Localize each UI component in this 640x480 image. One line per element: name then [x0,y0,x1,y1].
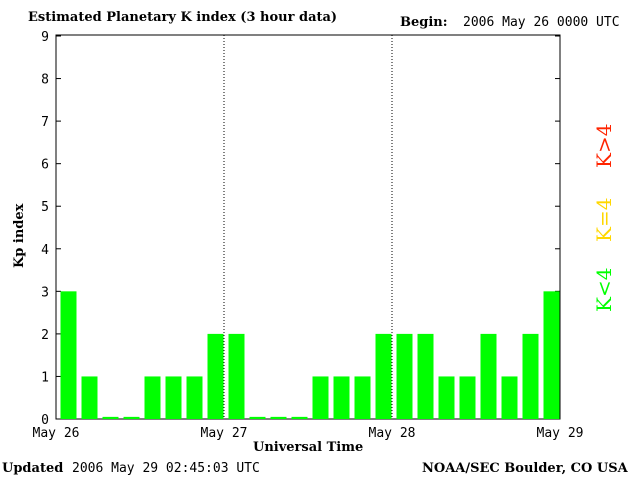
legend-k-above-4: K>4 [592,123,616,168]
y-tick-label: 9 [41,30,49,45]
kp-bar [354,376,371,419]
kp-bar [480,333,497,419]
chart-title: Estimated Planetary K index (3 hour data… [28,10,338,25]
x-tick-label: May 28 [369,426,416,441]
y-tick-label: 7 [41,115,49,130]
y-tick-label: 3 [41,285,49,300]
kp-bar [333,376,350,419]
kp-bar [438,376,455,419]
x-tick-label: May 27 [201,426,248,441]
legend-k-equals-4: K=4 [592,197,616,242]
begin-label: Begin: [400,15,448,30]
y-axis-label: Kp index [12,203,27,268]
updated-value: 2006 May 29 02:45:03 UTC [72,461,260,476]
kp-bar [123,416,140,419]
y-tick-label: 5 [41,200,49,215]
kp-bar [270,416,287,419]
kp-bar [459,376,476,419]
kp-bar [501,376,518,419]
kp-bar [375,333,392,419]
kp-bar [291,416,308,419]
kp-bar [60,291,77,419]
y-tick-label: 4 [41,243,49,258]
y-tick-label: 0 [41,413,49,428]
kp-bar [144,376,161,419]
y-tick-label: 6 [41,158,49,173]
kp-bar [186,376,203,419]
credit-text: NOAA/SEC Boulder, CO USA [422,461,628,476]
kp-bar [312,376,329,419]
legend-k-below-4: K<4 [592,267,616,312]
kp-bar [165,376,182,419]
kp-bar [81,376,98,419]
plot-frame [55,34,561,420]
kp-bar [417,333,434,419]
kp-bar [228,333,245,419]
begin-value: 2006 May 26 0000 UTC [463,15,620,30]
x-axis-label: Universal Time [253,440,364,455]
y-tick-label: 8 [41,73,49,88]
y-tick-label: 2 [41,328,49,343]
kp-bar [543,291,560,419]
updated-label: Updated [2,461,64,476]
kp-bar [207,333,224,419]
y-tick-label: 1 [41,370,49,385]
kp-bar [522,333,539,419]
x-tick-label: May 26 [33,426,80,441]
kp-bar [249,416,266,419]
x-tick-label: May 29 [537,426,584,441]
kp-bar [396,333,413,419]
kp-bar [102,416,119,419]
